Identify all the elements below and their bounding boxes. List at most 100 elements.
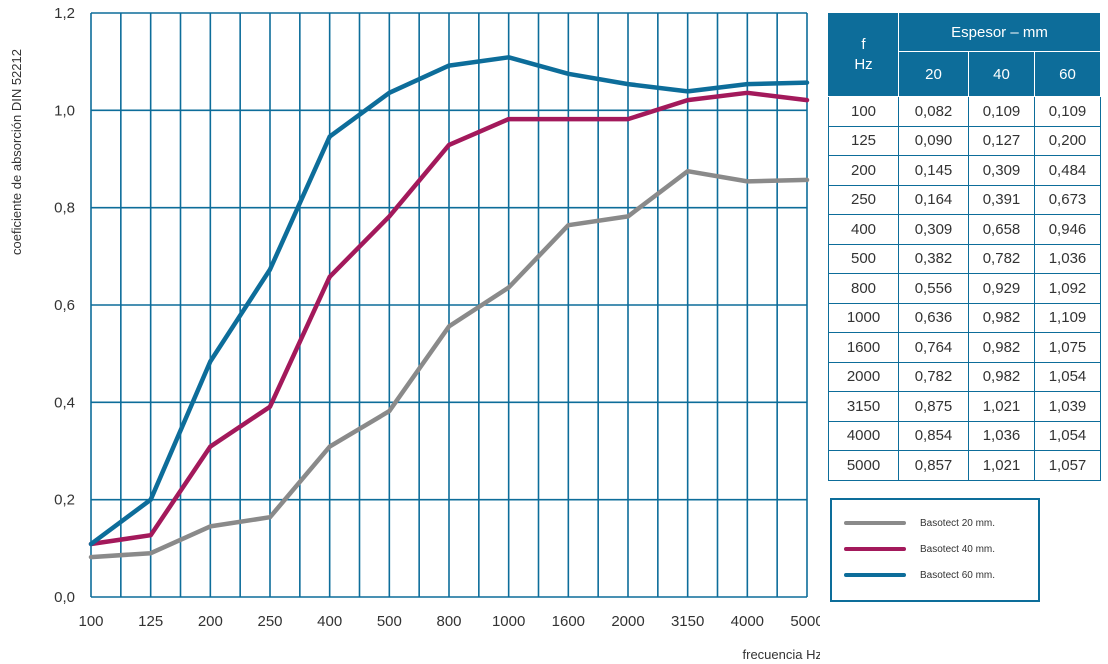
y-tick-label: 0,2 — [54, 492, 75, 509]
x-axis-title: frecuencia Hz — [743, 647, 820, 662]
table-row: 5000 0,857 1,021 1,057 — [828, 450, 1101, 481]
series-lines — [88, 55, 810, 560]
absorption-cell: 1,021 — [968, 450, 1035, 481]
x-tick-label: 500 — [377, 613, 402, 630]
legend-swatch-40mm — [844, 547, 906, 551]
y-tick-label: 0,0 — [54, 589, 75, 606]
x-tick-label: 5000 — [790, 613, 820, 630]
absorption-cell: 0,109 — [1034, 96, 1101, 127]
absorption-cell: 0,875 — [898, 391, 969, 422]
table-row: 2000 0,782 0,982 1,054 — [828, 361, 1101, 392]
absorption-cell: 0,090 — [898, 125, 969, 156]
thickness-col-20: 20 — [898, 51, 969, 97]
x-tick-label: 400 — [317, 613, 342, 630]
frequency-header: f Hz — [828, 12, 899, 97]
absorption-cell: 0,782 — [968, 243, 1035, 274]
x-tick-label: 125 — [138, 613, 163, 630]
y-tick-labels: 0,0 0,2 0,4 0,6 0,8 1,0 1,2 — [54, 5, 75, 606]
table-row: 500 0,382 0,782 1,036 — [828, 243, 1101, 274]
absorption-cell: 0,382 — [898, 243, 969, 274]
absorption-cell: 0,391 — [968, 184, 1035, 215]
y-tick-label: 1,2 — [54, 5, 75, 22]
frequency-cell: 250 — [828, 184, 899, 215]
x-tick-label: 1000 — [492, 613, 525, 630]
absorption-cell: 1,021 — [968, 391, 1035, 422]
absorption-cell: 1,054 — [1034, 420, 1101, 451]
x-tick-label: 3150 — [671, 613, 704, 630]
absorption-cell: 0,109 — [968, 96, 1035, 127]
absorption-cell: 1,036 — [968, 420, 1035, 451]
legend-swatch-20mm — [844, 521, 906, 525]
absorption-cell: 0,082 — [898, 96, 969, 127]
absorption-data-table: f Hz Espesor – mm 20 40 60 100 0,082 0,109… — [828, 12, 1101, 481]
frequency-cell: 500 — [828, 243, 899, 274]
x-tick-labels: 100 125 200 250 400 500 800 1000 1600 2000 3150 400… — [78, 613, 820, 630]
absorption-cell: 1,057 — [1034, 450, 1101, 481]
x-tick-label: 250 — [257, 613, 282, 630]
legend-swatch-60mm — [844, 573, 906, 577]
absorption-cell: 0,309 — [898, 214, 969, 245]
absorption-cell: 0,782 — [898, 361, 969, 392]
table-row: 400 0,309 0,658 0,946 — [828, 214, 1101, 245]
thickness-col-40: 40 — [968, 51, 1035, 97]
x-tick-label: 2000 — [611, 613, 644, 630]
table-row: 3150 0,875 1,021 1,039 — [828, 391, 1101, 422]
absorption-cell: 0,200 — [1034, 125, 1101, 156]
y-tick-label: 0,4 — [54, 394, 75, 411]
absorption-cell: 0,764 — [898, 332, 969, 363]
y-tick-label: 0,8 — [54, 200, 75, 217]
legend-label-20mm: Basotect 20 mm. — [920, 517, 996, 529]
y-tick-label: 1,0 — [54, 102, 75, 119]
absorption-chart: 0,0 0,2 0,4 0,6 0,8 1,0 1,2 100 125 200 250 400 500… — [9, 5, 820, 662]
absorption-cell: 0,982 — [968, 361, 1035, 392]
table-row: 200 0,145 0,309 0,484 — [828, 155, 1101, 186]
absorption-cell: 1,092 — [1034, 273, 1101, 304]
absorption-cell: 0,309 — [968, 155, 1035, 186]
absorption-cell: 0,636 — [898, 302, 969, 333]
absorption-cell: 1,075 — [1034, 332, 1101, 363]
frequency-cell: 1000 — [828, 302, 899, 333]
absorption-cell: 0,658 — [968, 214, 1035, 245]
series-line-2 — [88, 55, 810, 547]
x-tick-label: 4000 — [731, 613, 764, 630]
frequency-cell: 800 — [828, 273, 899, 304]
thickness-group-header: Espesor – mm — [898, 12, 1101, 52]
absorption-cell: 0,484 — [1034, 155, 1101, 186]
absorption-cell: 0,145 — [898, 155, 969, 186]
frequency-cell: 200 — [828, 155, 899, 186]
absorption-cell: 0,857 — [898, 450, 969, 481]
x-tick-label: 100 — [78, 613, 103, 630]
legend-item-40mm: Basotect 40 mm. — [844, 536, 1038, 562]
x-tick-label: 800 — [436, 613, 461, 630]
thickness-col-60: 60 — [1034, 51, 1101, 97]
table-row: 100 0,082 0,109 0,109 — [828, 96, 1101, 127]
x-tick-label: 1600 — [552, 613, 585, 630]
absorption-cell: 0,556 — [898, 273, 969, 304]
absorption-cell: 0,164 — [898, 184, 969, 215]
absorption-cell: 1,036 — [1034, 243, 1101, 274]
legend-item-60mm: Basotect 60 mm. — [844, 562, 1038, 588]
absorption-cell: 0,673 — [1034, 184, 1101, 215]
frequency-cell: 4000 — [828, 420, 899, 451]
frequency-header-f: f — [861, 35, 866, 53]
table-row: 1000 0,636 0,982 1,109 — [828, 302, 1101, 333]
absorption-cell: 0,854 — [898, 420, 969, 451]
absorption-cell: 1,039 — [1034, 391, 1101, 422]
y-axis-title: coeficiente de absorción DIN 52212 — [9, 49, 24, 255]
absorption-cell: 0,929 — [968, 273, 1035, 304]
legend-label-40mm: Basotect 40 mm. — [920, 543, 996, 555]
frequency-header-hz: Hz — [854, 55, 873, 73]
frequency-cell: 125 — [828, 125, 899, 156]
table-row: 800 0,556 0,929 1,092 — [828, 273, 1101, 304]
table-row: 1600 0,764 0,982 1,075 — [828, 332, 1101, 363]
absorption-cell: 1,054 — [1034, 361, 1101, 392]
chart-legend: Basotect 20 mm. Basotect 40 mm. Basotect… — [830, 498, 1040, 602]
series-line-1 — [88, 90, 810, 547]
absorption-cell: 0,946 — [1034, 214, 1101, 245]
frequency-cell: 3150 — [828, 391, 899, 422]
absorption-cell: 0,982 — [968, 302, 1035, 333]
frequency-cell: 1600 — [828, 332, 899, 363]
y-tick-label: 0,6 — [54, 297, 75, 314]
frequency-cell: 400 — [828, 214, 899, 245]
frequency-cell: 100 — [828, 96, 899, 127]
